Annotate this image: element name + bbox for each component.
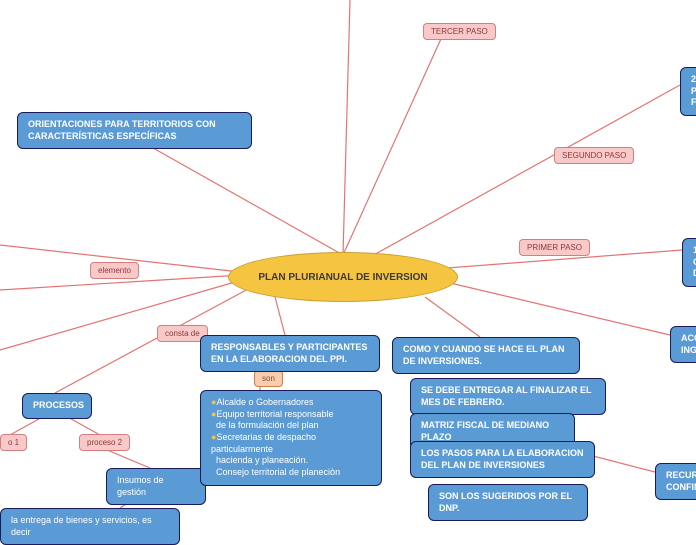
node-acc: ACCING xyxy=(670,326,696,363)
central-label: PLAN PLURIANUAL DE INVERSION xyxy=(258,272,427,283)
label-tercer-paso: TERCER PASO xyxy=(423,23,496,40)
label-proceso2: proceso 2 xyxy=(79,434,130,451)
node-alcalde-list: ●Alcalde o Gobernadores●Equipo territori… xyxy=(200,390,382,486)
node-responsables: RESPONSABLES Y PARTICIPANTES EN LA ELABO… xyxy=(200,335,380,372)
label-proceso1: o 1 xyxy=(0,434,27,451)
label-segundo-paso: SEGUNDO PASO xyxy=(554,147,634,164)
label-primer-paso: PRIMER PASO xyxy=(519,239,590,256)
node-recurs: RECURSCONFIN xyxy=(655,463,696,500)
node-orientaciones: ORIENTACIONES PARA TERRITORIOS CON CARAC… xyxy=(17,112,252,149)
node-entregar: SE DEBE ENTREGAR AL FINALIZAR EL MES DE … xyxy=(410,378,606,415)
node-procesos: PROCESOS xyxy=(22,393,92,419)
node-pasos: LOS PASOS PARA LA ELABORACION DEL PLAN D… xyxy=(410,441,595,478)
label-son: son xyxy=(254,370,283,387)
node-sugeridos: SON LOS SUGERIDOS POR EL DNP. xyxy=(428,484,588,521)
node-right-top: 2.PRFI xyxy=(680,67,696,116)
label-elemento: elemento xyxy=(90,262,139,279)
node-como-cuando: COMO Y CUANDO SE HACE EL PLAN DE INVERSI… xyxy=(392,337,580,374)
node-bienes: la entrega de bienes y servicios, es dec… xyxy=(0,508,180,545)
central-node: PLAN PLURIANUAL DE INVERSION xyxy=(228,252,458,302)
node-right-mid: 1.CD xyxy=(682,238,696,287)
node-insumos: Insumos de gestión xyxy=(106,468,206,505)
